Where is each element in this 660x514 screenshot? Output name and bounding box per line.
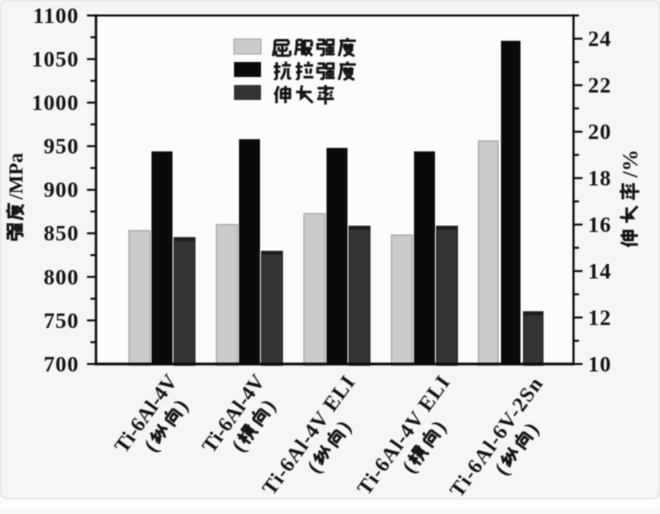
svg-text:1100: 1100: [33, 3, 79, 28]
svg-text:22: 22: [588, 73, 612, 98]
svg-text:24: 24: [588, 26, 612, 51]
svg-text:12: 12: [588, 305, 612, 330]
svg-text:1000: 1000: [32, 90, 79, 115]
svg-text:10: 10: [588, 351, 612, 376]
svg-text:1050: 1050: [32, 47, 79, 72]
svg-text:16: 16: [588, 212, 612, 237]
svg-text:18: 18: [588, 166, 612, 191]
svg-text:900: 900: [44, 177, 79, 202]
svg-text:20: 20: [588, 119, 612, 144]
svg-text:700: 700: [44, 351, 79, 376]
svg-text:/MPa: /MPa: [6, 153, 28, 201]
svg-text:950: 950: [44, 134, 79, 159]
svg-text:/%: /%: [618, 149, 643, 178]
svg-text:800: 800: [44, 264, 79, 289]
svg-text:14: 14: [588, 259, 612, 284]
svg-text:850: 850: [44, 221, 79, 246]
svg-text:750: 750: [44, 308, 79, 333]
